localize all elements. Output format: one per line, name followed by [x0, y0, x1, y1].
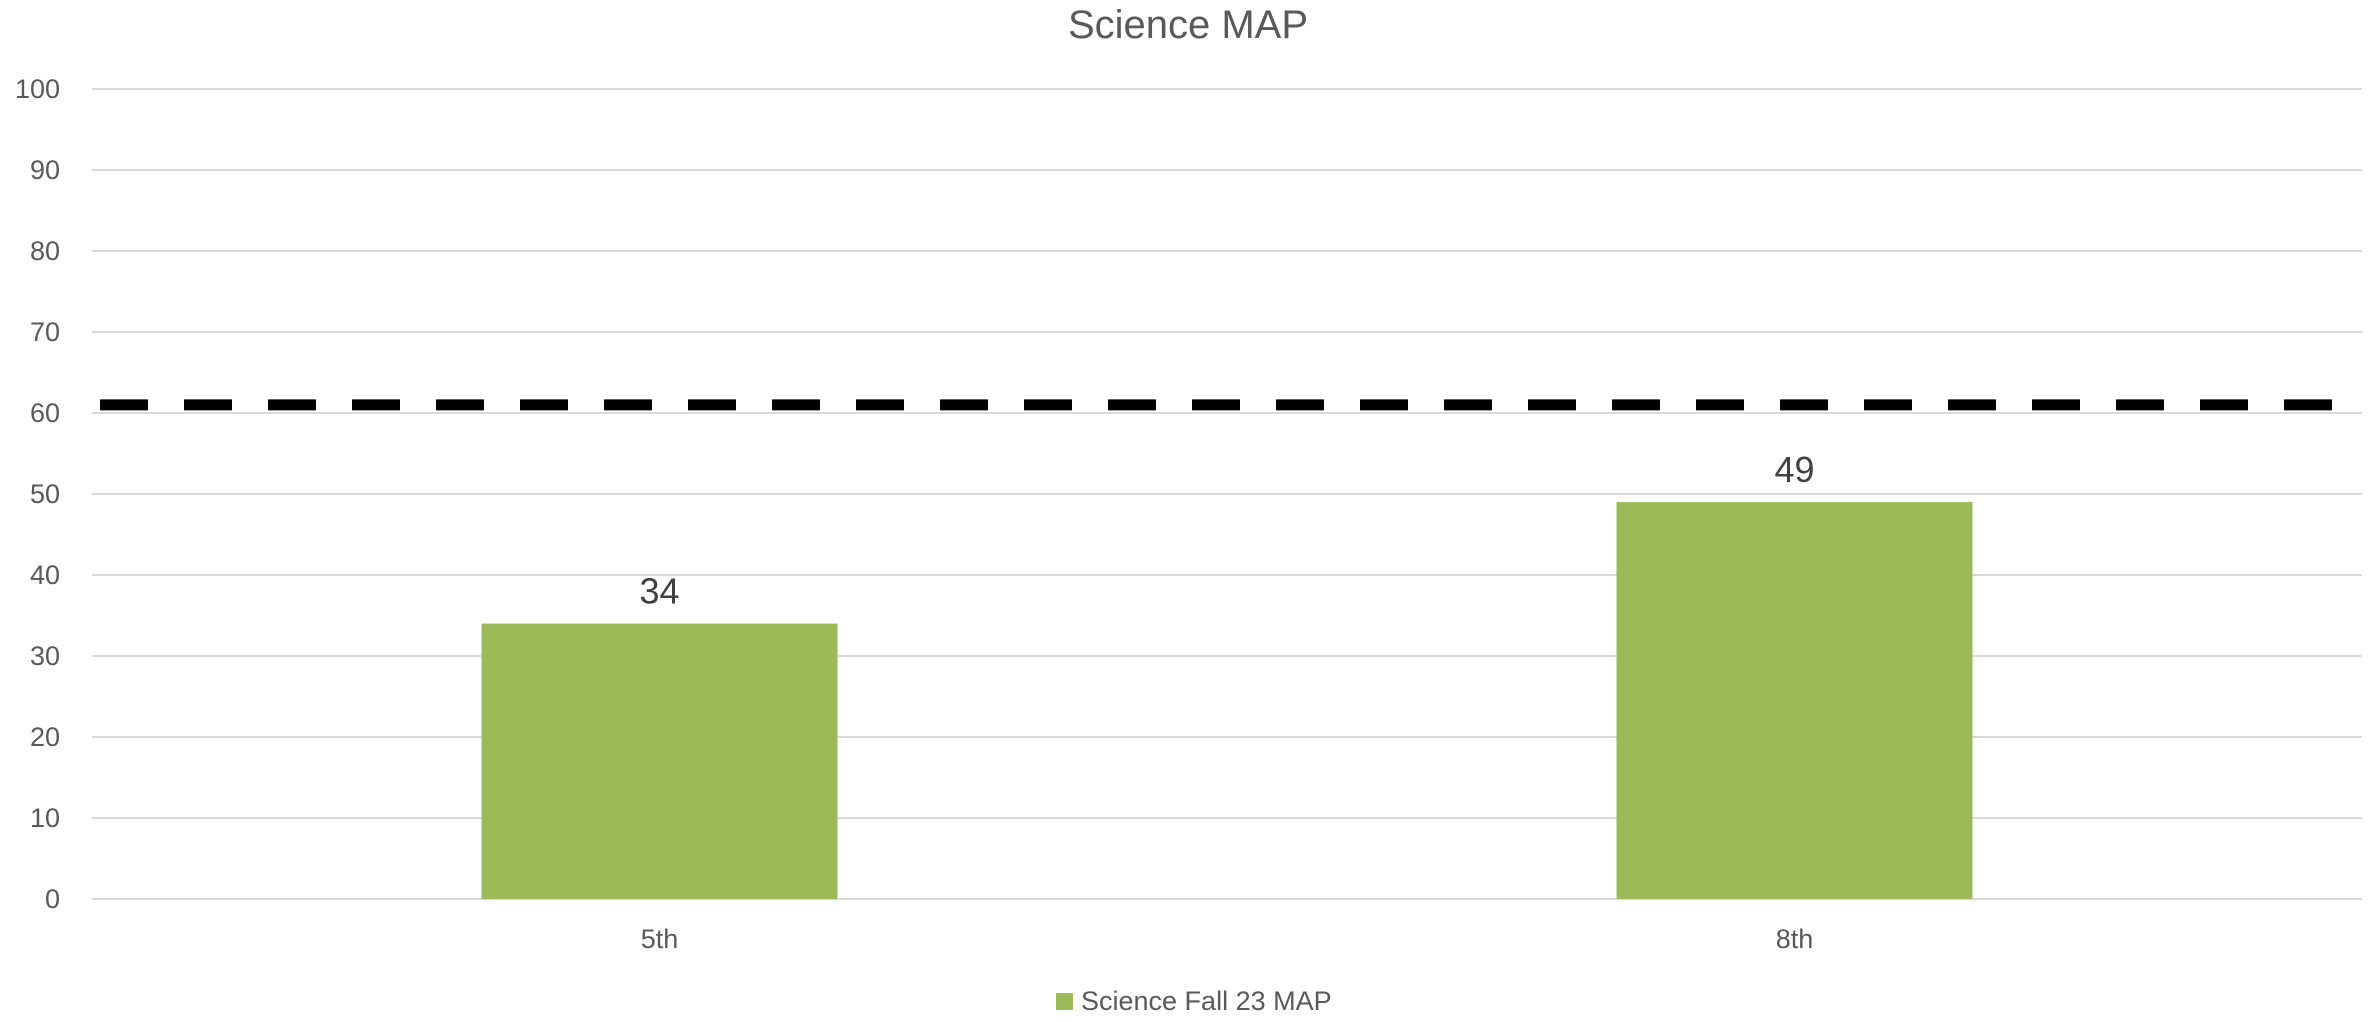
bar-8th — [1616, 502, 1973, 899]
bars — [481, 502, 1973, 899]
y-tick-label: 60 — [30, 398, 60, 428]
x-tick-label-5th: 5th — [641, 924, 679, 954]
legend: Science Fall 23 MAP — [1056, 986, 1332, 1016]
y-tick-label: 100 — [15, 74, 60, 104]
y-tick-label: 10 — [30, 803, 60, 833]
y-axis-ticks: 0 10 20 30 40 50 60 70 80 90 100 — [15, 74, 60, 914]
data-label-8th: 49 — [1774, 449, 1814, 490]
y-tick-label: 20 — [30, 722, 60, 752]
y-tick-label: 40 — [30, 560, 60, 590]
x-tick-label-8th: 8th — [1776, 924, 1814, 954]
legend-label: Science Fall 23 MAP — [1081, 986, 1332, 1016]
bar-5th — [481, 623, 838, 899]
legend-swatch — [1056, 993, 1073, 1010]
x-axis-categories: 5th 8th — [641, 924, 1814, 954]
y-tick-label: 70 — [30, 317, 60, 347]
y-tick-label: 30 — [30, 641, 60, 671]
chart-title: Science MAP — [1068, 3, 1308, 47]
gridlines — [92, 88, 2362, 900]
y-tick-label: 80 — [30, 236, 60, 266]
y-tick-label: 90 — [30, 155, 60, 185]
data-labels: 34 49 — [639, 449, 1814, 611]
data-label-5th: 34 — [639, 571, 679, 612]
y-tick-label: 50 — [30, 479, 60, 509]
y-tick-label: 0 — [45, 884, 60, 914]
